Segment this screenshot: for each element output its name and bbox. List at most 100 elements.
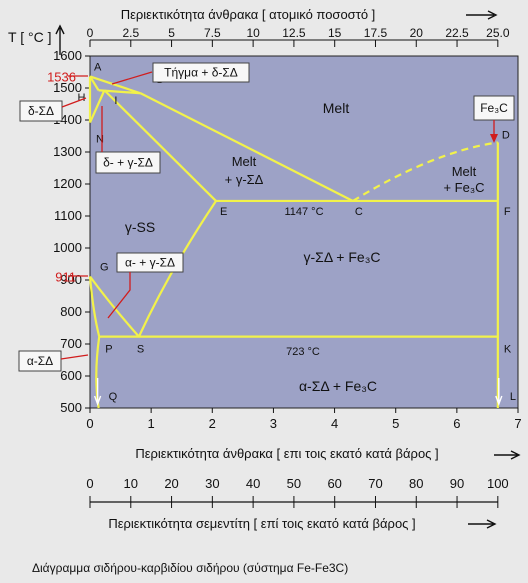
y-tick-label: 1100	[54, 208, 82, 223]
top-tick-label: 10	[246, 26, 260, 40]
point-label-g: G	[100, 261, 109, 273]
x-tick-label: 3	[270, 416, 277, 431]
point-label-d: D	[502, 129, 510, 141]
cementite-tick-label: 90	[450, 476, 464, 491]
a3-line	[89, 275, 140, 338]
region-label: Melt	[323, 100, 350, 116]
point-label-e: E	[220, 206, 227, 218]
point-label-q: Q	[109, 391, 118, 403]
delta-gamma-boundary	[88, 89, 106, 124]
point-label-k: K	[504, 344, 512, 356]
x-tick-label: 1	[148, 416, 155, 431]
y-tick-label: 500	[60, 400, 82, 415]
region-label: γ-SS	[125, 219, 155, 235]
annotation-fe3c	[473, 95, 515, 121]
cementite-axis-title: Περιεκτικότητα σεμεντίτη [ επί τοις εκατ…	[108, 516, 415, 531]
annotation-alpha-ss-label: α-ΣΔ	[27, 354, 53, 368]
cementite-tick-label: 20	[164, 476, 178, 491]
y-tick-label: 1200	[53, 176, 82, 191]
plot-area	[89, 55, 519, 409]
cementite-tick-label: 80	[409, 476, 423, 491]
y-axis-title: T [ °C ]	[8, 29, 51, 45]
annotation-delta-gamma	[95, 151, 161, 174]
y-tick-label: 700	[60, 336, 82, 351]
point-label-n: N	[96, 134, 104, 146]
top-tick-label: 17.5	[364, 26, 388, 40]
top-tick-label: 7.5	[204, 26, 221, 40]
top-tick-label: 20	[410, 26, 424, 40]
y-tick-label: 1300	[53, 144, 82, 159]
y-red-label: 1536	[47, 69, 76, 84]
y-red-label: 911	[55, 269, 76, 284]
point-label-c: C	[355, 206, 363, 218]
point-label-a: A	[94, 61, 102, 73]
region-label: Melt	[232, 154, 257, 169]
eutectoid-temp-label: 723 °C	[286, 346, 320, 358]
arrow-down-icon-q	[93, 378, 102, 406]
arrow-down-icon-l	[495, 378, 503, 406]
leader-alpha	[60, 354, 89, 360]
liquidus-bc	[140, 92, 354, 202]
x-tick-label: 5	[392, 416, 399, 431]
top-tick-label: 12.5	[282, 26, 306, 40]
arrow-up-icon	[55, 24, 65, 55]
point-label-f: F	[504, 206, 511, 218]
alpha-gamma-line	[88, 276, 101, 337]
eutectic-temp-label: 1147 °C	[284, 206, 323, 218]
top-tick-label: 5	[168, 26, 175, 40]
leader-tigma	[111, 71, 153, 85]
top-tick-label: 22.5	[445, 26, 469, 40]
top-tick-label: 15	[328, 26, 342, 40]
arrow-right-icon	[494, 450, 521, 460]
y-tick-label: 800	[60, 304, 82, 319]
region-label: + γ-ΣΔ	[225, 172, 264, 187]
region-label: Melt	[452, 164, 477, 179]
arrow-right-icon	[468, 519, 497, 529]
top-axis-title: Περιεκτικότητα άνθρακα [ ατομικό ποσοστό…	[121, 7, 376, 22]
cementite-tick-label: 0	[86, 476, 93, 491]
y-tick-label: 1500	[53, 80, 82, 95]
cementite-tick-label: 30	[205, 476, 219, 491]
cementite-tick-label: 50	[287, 476, 301, 491]
cementite-tick-label: 60	[327, 476, 341, 491]
top-tick-label: 0	[87, 26, 94, 40]
region-label: γ-ΣΔ + Fe₃C	[304, 249, 381, 265]
solidus-ah	[89, 75, 100, 91]
top-tick-label: 25.0	[486, 26, 510, 40]
annotation-alpha-ss	[18, 350, 62, 372]
x-tick-label: 4	[331, 416, 338, 431]
cementite-tick-label: 100	[487, 476, 509, 491]
point-label-s: S	[137, 344, 144, 356]
y-tick-label: 1000	[53, 240, 82, 255]
region-label: α-ΣΔ + Fe₃C	[299, 378, 377, 394]
annotation-delta-gamma-label: δ- + γ-ΣΔ	[103, 156, 153, 170]
arrow-down-icon	[490, 134, 498, 143]
cementite-tick-label: 40	[246, 476, 260, 491]
point-label-h: H	[78, 92, 86, 104]
annotation-alpha-gamma	[116, 252, 184, 273]
y-tick-label: 600	[60, 368, 82, 383]
caption: Διάγραμμα σιδήρου-καρβιδίου σιδήρου (σύσ…	[32, 561, 348, 575]
x-tick-label: 7	[514, 416, 521, 431]
x-tick-label: 0	[86, 416, 93, 431]
annotation-delta-ss	[19, 100, 63, 122]
annotation-fe3c-label: Fe₃C	[480, 101, 508, 115]
point-label-l: L	[510, 391, 516, 403]
cementite-tick-label: 70	[368, 476, 382, 491]
point-label-i: I	[114, 95, 117, 107]
x-tick-label: 6	[453, 416, 460, 431]
top-tick-label: 2.5	[122, 26, 139, 40]
liquidus-ab	[89, 75, 141, 95]
leader-delta	[61, 97, 87, 108]
leader-alpha-gamma	[107, 272, 131, 319]
region-label: + Fe₃C	[443, 180, 484, 195]
annotation-delta-ss-label: δ-ΣΔ	[28, 104, 54, 118]
point-label-p: P	[105, 344, 112, 356]
annotation-tigma-delta	[152, 62, 250, 83]
x-tick-label: 2	[209, 416, 216, 431]
solidus-ie	[103, 89, 217, 202]
cementite-tick-label: 10	[124, 476, 138, 491]
annotation-alpha-gamma-label: α- + γ-ΣΔ	[125, 256, 175, 270]
y-tick-label: 1600	[53, 48, 82, 63]
